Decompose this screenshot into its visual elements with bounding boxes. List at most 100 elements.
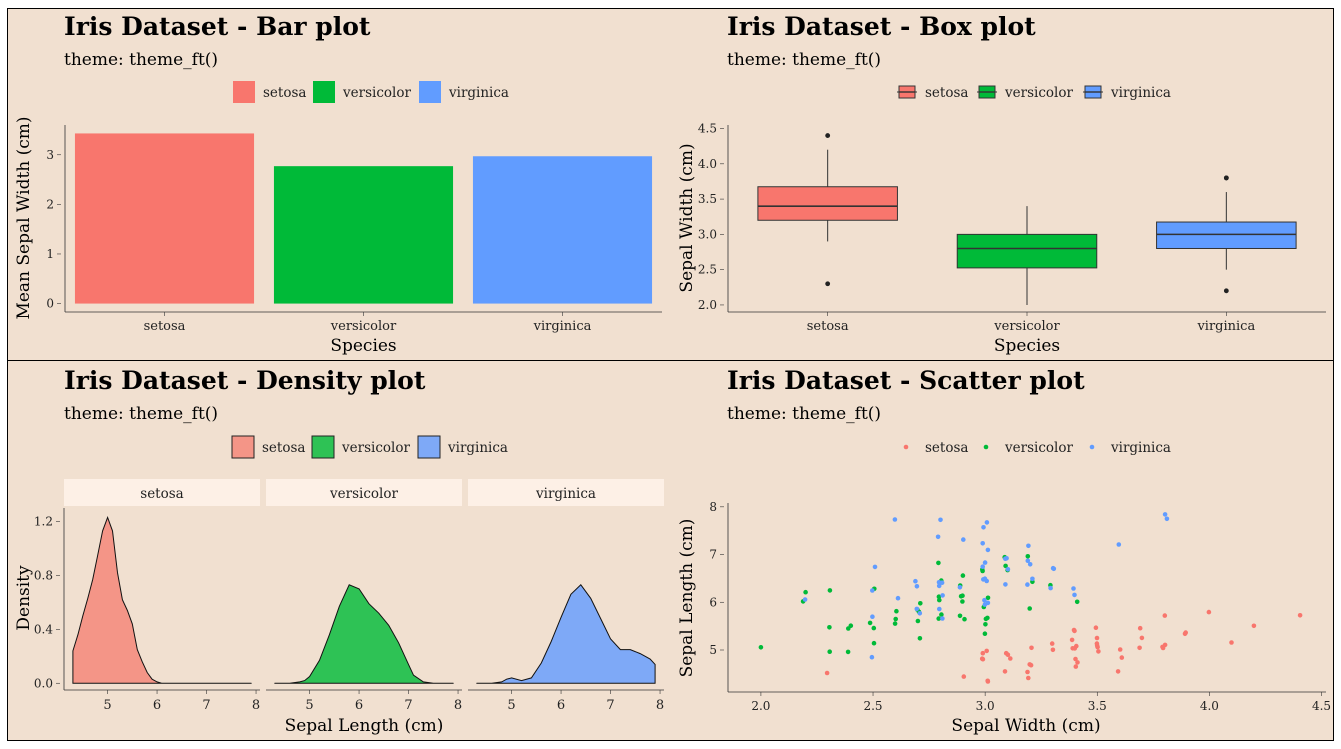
box-versicolor [956, 233, 1098, 269]
scatter-point-virginica [1116, 542, 1122, 547]
scatter-point-setosa [1026, 675, 1031, 681]
y-tick-label: 2.0 [698, 298, 717, 312]
y-tick-label: 3.5 [698, 192, 717, 206]
scatter-point-virginica [895, 595, 901, 601]
scatter-point-setosa [1119, 655, 1125, 660]
scatter-point-setosa [1297, 613, 1303, 618]
scatter-point-versicolor [892, 621, 898, 626]
x-tick-label: versicolor [993, 319, 1060, 334]
scatter-point-virginica [892, 517, 898, 522]
x-tick-label: 6 [557, 698, 565, 713]
scatter-point-setosa [980, 650, 986, 656]
scatter-point-virginica [914, 606, 920, 612]
x-axis-label: Species [994, 336, 1060, 356]
bar-setosa [74, 133, 255, 304]
y-tick-label: 1 [46, 247, 54, 261]
plot-title: Iris Dataset - Box plot [727, 12, 1036, 41]
scatter-point-versicolor [827, 588, 833, 593]
scatter-point-setosa [1162, 642, 1168, 648]
x-tick-label: 4.5 [1312, 699, 1331, 713]
scatter-point-virginica [914, 584, 920, 589]
y-tick-label: 4.0 [698, 157, 717, 171]
scatter-point-setosa [1115, 669, 1121, 674]
panel-background [667, 360, 1334, 741]
scatter-point-versicolor [1027, 606, 1032, 611]
scatter-point-versicolor [894, 608, 899, 614]
y-tick-label: 0.4 [34, 622, 53, 636]
scatter-point-setosa [1050, 647, 1056, 653]
scatter-point-versicolor [846, 626, 851, 631]
scatter-point-setosa [1096, 649, 1101, 654]
scatter-point-virginica [802, 597, 808, 602]
plot-title: Iris Dataset - Scatter plot [727, 366, 1085, 395]
plot-title: Iris Dataset - Bar plot [64, 12, 371, 41]
scatter-point-virginica [980, 564, 985, 569]
legend-label-setosa: setosa [925, 440, 968, 456]
density-area-setosa [72, 515, 252, 684]
scatter-point-virginica [937, 606, 942, 612]
scatter-point-virginica [982, 602, 988, 607]
outlier-point [825, 281, 831, 287]
scatter-point-virginica [936, 583, 942, 589]
scatter-point-versicolor [803, 589, 808, 595]
scatter-point-virginica [984, 578, 989, 584]
scatter-point-setosa [984, 648, 989, 654]
legend-key-versicolor [311, 435, 335, 459]
outlier-point [1223, 175, 1229, 181]
outlier-point [825, 133, 831, 138]
scatter-point-virginica [936, 580, 942, 585]
scatter-point-versicolor [960, 593, 965, 598]
legend-key-virginica [419, 81, 441, 103]
y-axis-label: Sepal Length (cm) [677, 519, 697, 678]
x-tick-label: virginica [1196, 319, 1255, 334]
scatter-point-virginica [1025, 558, 1031, 563]
scatter-point-virginica [1026, 543, 1031, 549]
scatter-point-versicolor [985, 615, 990, 621]
y-tick-label: 4.5 [698, 122, 717, 136]
scatter-point-versicolor [871, 625, 877, 631]
scatter-point-virginica [870, 614, 875, 619]
scatter-point-setosa [1029, 645, 1034, 651]
legend-key-setosa [231, 435, 255, 459]
density-area-versicolor [274, 584, 454, 684]
panel-background [667, 8, 1334, 360]
legend-label-versicolor: versicolor [342, 85, 411, 101]
legend-key-versicolor [983, 444, 989, 450]
scatter-point-setosa [1137, 645, 1142, 651]
density-area-virginica [476, 584, 656, 684]
scatter-point-virginica [982, 597, 987, 603]
y-tick-label: 2 [46, 197, 54, 211]
scatter-point-virginica [981, 525, 986, 530]
facet-strip-versicolor [266, 479, 462, 506]
scatter-point-virginica [1005, 567, 1011, 572]
scatter-point-versicolor [937, 597, 942, 603]
scatter-point-versicolor [985, 595, 991, 601]
outlier-point [1223, 288, 1229, 294]
scatter-point-virginica [870, 588, 875, 593]
scatter-point-versicolor [962, 616, 967, 622]
scatter-point-versicolor [758, 645, 764, 650]
scatter-point-virginica [1072, 592, 1077, 598]
x-tick-label: setosa [144, 319, 186, 334]
scatter-point-setosa [824, 670, 830, 676]
y-axis-label: Mean Sepal Width (cm) [14, 116, 34, 319]
bar-versicolor [273, 166, 454, 304]
legend-key-setosa [903, 444, 909, 450]
scatter-point-setosa [1002, 669, 1008, 674]
legend-label-virginica: virginica [448, 85, 509, 101]
scatter-point-virginica [985, 547, 991, 553]
scatter-point-versicolor [936, 616, 941, 621]
scatter-point-setosa [1093, 625, 1099, 630]
scatter-point-setosa [1251, 623, 1257, 629]
scatter-point-versicolor [1003, 563, 1008, 569]
y-tick-label: 0.8 [34, 568, 53, 582]
plot-subtitle: theme: theme_ft() [64, 404, 218, 424]
x-tick-label: 3.0 [976, 699, 995, 713]
scatter-point-versicolor [871, 640, 877, 646]
scatter-point-virginica [913, 578, 918, 584]
legend-label-versicolor: versicolor [1004, 85, 1073, 101]
scatter-point-virginica [1025, 582, 1030, 587]
y-tick-label: 0 [46, 297, 54, 311]
scatter-point-versicolor [915, 618, 921, 624]
scatter-point-setosa [1074, 643, 1079, 649]
